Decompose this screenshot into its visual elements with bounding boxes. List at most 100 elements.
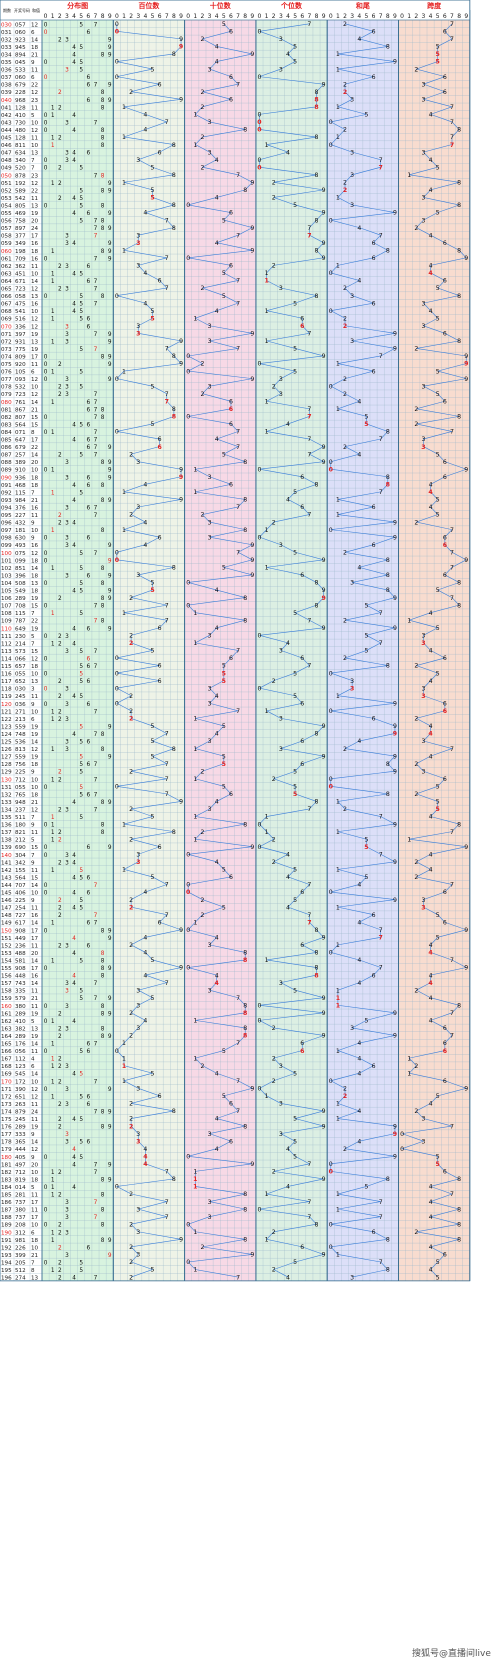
series-point-label: 8 bbox=[243, 1033, 247, 1040]
series-point-label: 2 bbox=[129, 942, 133, 949]
period-label: 131 bbox=[1, 785, 12, 791]
draw-number: 180 bbox=[15, 823, 26, 829]
period-label: 104 bbox=[1, 581, 12, 587]
period-label: 039 bbox=[1, 90, 12, 96]
sum-value: 20 bbox=[31, 951, 39, 957]
distribution-digit: 8 bbox=[101, 226, 105, 232]
header-digit-label: 5 bbox=[151, 13, 155, 20]
distribution-digit: 0 bbox=[44, 468, 48, 474]
series-point-label: 2 bbox=[272, 519, 276, 526]
sum-value: 9 bbox=[31, 702, 35, 708]
series-point-label: 6 bbox=[300, 761, 304, 768]
distribution-digit: 4 bbox=[72, 626, 76, 632]
series-point-label: 4 bbox=[286, 874, 290, 881]
draw-number: 581 bbox=[15, 958, 26, 964]
series-point-label: 4 bbox=[143, 482, 147, 489]
header-digit-label: 5 bbox=[222, 13, 226, 20]
distribution-digit: 1 bbox=[51, 1064, 55, 1070]
distribution-digit: 2 bbox=[58, 679, 62, 685]
series-point-label: 5 bbox=[293, 693, 297, 700]
draw-number: 649 bbox=[15, 626, 26, 632]
series-point-label: 8 bbox=[457, 338, 461, 345]
distribution-digit: 0 bbox=[44, 702, 48, 708]
distribution-digit: 4 bbox=[72, 158, 76, 164]
series-point-label: 7 bbox=[165, 346, 169, 353]
distribution-digit: 5 bbox=[79, 898, 83, 904]
series-point-label: 0 bbox=[257, 127, 262, 134]
draw-number: 245 bbox=[15, 1117, 26, 1123]
series-point-label: 6 bbox=[229, 1101, 233, 1108]
series-point-label: 5 bbox=[436, 44, 440, 51]
draw-number: 198 bbox=[15, 249, 26, 255]
period-label: 121 bbox=[1, 709, 12, 715]
sum-value: 11 bbox=[31, 1193, 39, 1199]
series-point-label: 2 bbox=[129, 897, 133, 904]
distribution-digit: 2 bbox=[58, 913, 62, 919]
series-point-label: 8 bbox=[457, 202, 461, 209]
series-point-label: 1 bbox=[122, 1040, 126, 1047]
distribution-digit: 9 bbox=[108, 362, 112, 368]
distribution-digit: 5 bbox=[79, 792, 83, 798]
series-point-label: 8 bbox=[315, 950, 319, 957]
draw-number: 380 bbox=[15, 1208, 26, 1214]
series-point-label: 5 bbox=[436, 210, 440, 217]
series-point-label: 0 bbox=[186, 851, 190, 858]
series-point-label: 2 bbox=[343, 285, 347, 292]
distribution-digit: 5 bbox=[79, 60, 83, 66]
distribution-digit: 4 bbox=[72, 906, 76, 912]
sum-value: 15 bbox=[31, 845, 39, 851]
series-十位数: 5624943672621382134279840659749065725741… bbox=[186, 21, 254, 1281]
series-point-label: 7 bbox=[379, 436, 383, 443]
series-point-label: 8 bbox=[243, 497, 247, 504]
series-point-label: 4 bbox=[143, 112, 147, 119]
series-point-label: 0 bbox=[329, 119, 333, 126]
distribution-digit: 7 bbox=[94, 347, 98, 353]
header-digit-label: 7 bbox=[379, 13, 383, 20]
distribution-digit: 1 bbox=[51, 468, 55, 474]
sum-value: 14 bbox=[31, 921, 39, 927]
series-point-label: 2 bbox=[129, 768, 133, 775]
sum-value: 19 bbox=[31, 724, 39, 730]
distribution-digit: 4 bbox=[72, 241, 76, 247]
series-point-label: 7 bbox=[165, 1169, 169, 1176]
period-label: 136 bbox=[1, 823, 12, 829]
distribution-digit: 9 bbox=[108, 573, 112, 579]
series-point-label: 0 bbox=[257, 633, 261, 640]
sum-value: 20 bbox=[31, 219, 39, 225]
sum-value: 10 bbox=[31, 385, 39, 391]
header-digit-label: 4 bbox=[215, 13, 219, 20]
distribution-digit: 8 bbox=[101, 90, 105, 96]
series-point-label: 7 bbox=[450, 21, 454, 28]
draw-number: 761 bbox=[15, 400, 26, 406]
distribution-digit: 1 bbox=[51, 868, 55, 874]
series-point-label: 5 bbox=[436, 51, 440, 58]
distribution-digit: 3 bbox=[65, 521, 69, 527]
distribution-digit: 6 bbox=[86, 875, 90, 881]
period-label: 035 bbox=[1, 60, 12, 66]
series-point-label: 8 bbox=[243, 821, 247, 828]
draw-number: 743 bbox=[15, 981, 26, 987]
draw-number: 045 bbox=[15, 60, 26, 66]
draw-number: 112 bbox=[15, 1057, 26, 1063]
series-point-label: 3 bbox=[421, 383, 425, 390]
series-point-label: 4 bbox=[429, 157, 433, 164]
series-point-label: 4 bbox=[143, 972, 147, 979]
period-label: 103 bbox=[1, 573, 12, 579]
series-point-label: 0 bbox=[115, 429, 119, 436]
distribution-digit: 7 bbox=[94, 279, 98, 285]
distribution-digit: 9 bbox=[108, 1162, 112, 1168]
distribution-digit: 5 bbox=[79, 740, 83, 746]
distribution-digit: 3 bbox=[65, 151, 69, 157]
distribution-digit: 7 bbox=[94, 551, 98, 557]
draw-number: 516 bbox=[15, 317, 26, 323]
distribution-digit: 8 bbox=[101, 1125, 105, 1131]
distribution-digit: 7 bbox=[94, 234, 98, 240]
distribution-digit: 2 bbox=[58, 1276, 62, 1282]
distribution-digit: 9 bbox=[108, 52, 112, 58]
distribution-digit: 0 bbox=[44, 294, 48, 300]
draw-number: 549 bbox=[15, 589, 26, 595]
draw-number: 176 bbox=[15, 1042, 26, 1048]
sum-value: 9 bbox=[31, 860, 35, 866]
series-point-label: 2 bbox=[343, 81, 347, 88]
series-point-label: 4 bbox=[429, 112, 433, 119]
